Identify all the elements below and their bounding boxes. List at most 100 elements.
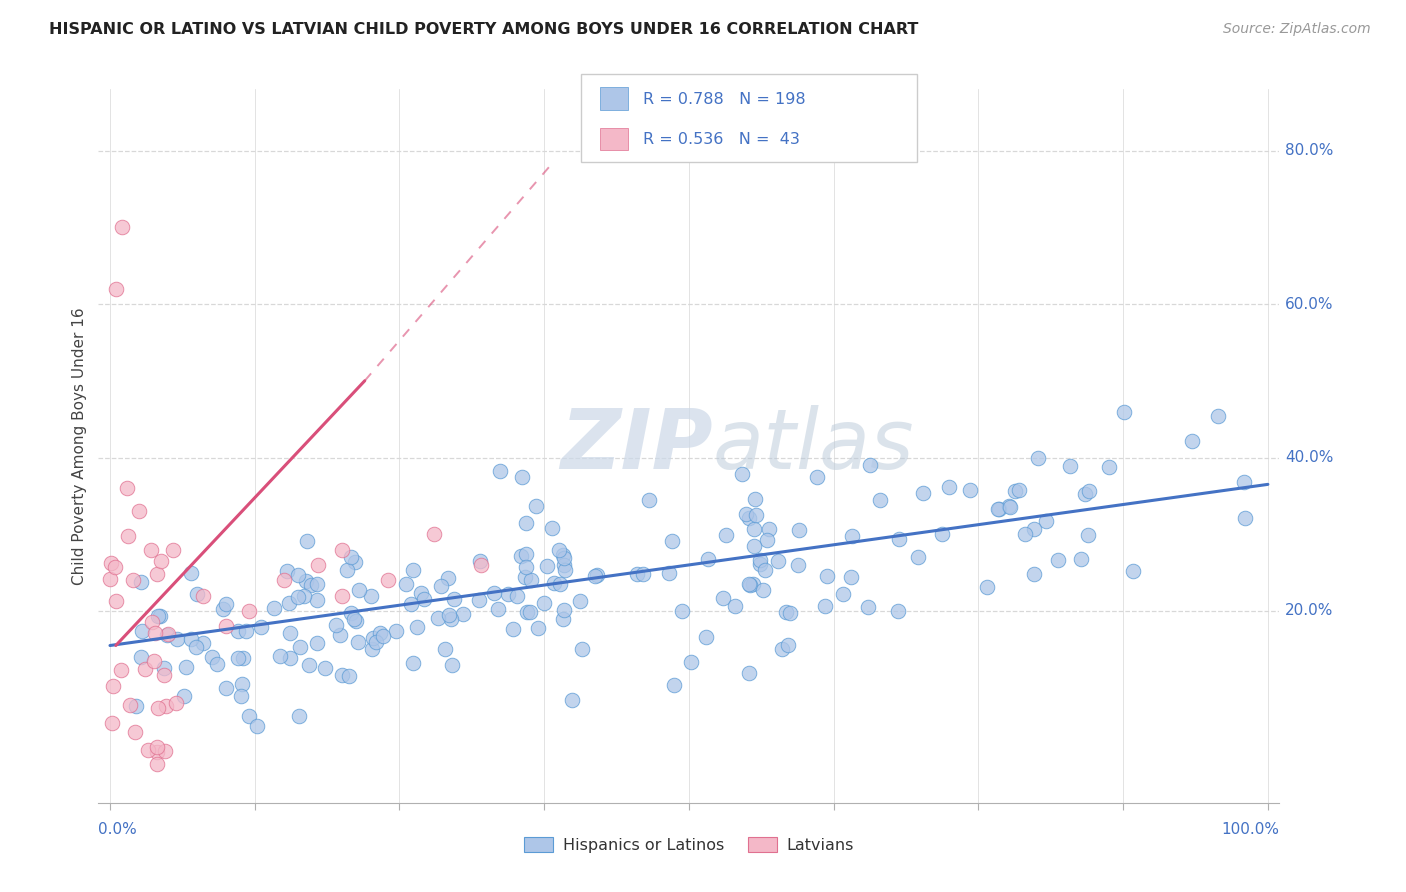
Point (553, 551, 575, 566)
Point (228, 651, 250, 665)
Text: 40.0%: 40.0% (1285, 450, 1334, 465)
Point (152, 667, 174, 681)
Point (886, 603, 908, 617)
Point (173, 689, 195, 703)
Point (585, 568, 607, 582)
Point (394, 576, 416, 591)
Point (330, 542, 353, 557)
Point (361, 642, 384, 657)
Point (1206, 409, 1229, 423)
Point (1078, 483, 1101, 498)
Point (506, 589, 529, 603)
Point (1000, 500, 1022, 514)
Point (325, 618, 347, 632)
Point (437, 571, 460, 585)
Point (344, 614, 367, 628)
Point (998, 500, 1021, 514)
Point (569, 594, 592, 608)
Point (742, 522, 765, 536)
Point (744, 491, 766, 506)
Point (731, 467, 754, 481)
Point (488, 463, 510, 477)
Point (305, 635, 328, 649)
Point (1233, 475, 1256, 490)
Point (519, 606, 541, 620)
Point (294, 590, 316, 604)
Point (742, 576, 765, 591)
Point (336, 563, 359, 577)
Point (976, 580, 998, 594)
Point (548, 542, 571, 557)
Point (349, 583, 371, 598)
Point (360, 589, 382, 603)
Point (180, 632, 202, 646)
Point (695, 630, 717, 644)
Point (238, 708, 260, 723)
Point (551, 612, 574, 626)
Point (139, 542, 162, 557)
Point (443, 591, 465, 606)
Point (98, 572, 121, 586)
Point (486, 602, 509, 616)
Point (340, 606, 363, 620)
Point (626, 567, 648, 582)
Point (288, 709, 311, 723)
Point (841, 529, 863, 543)
Point (515, 560, 537, 574)
Point (561, 693, 583, 707)
Point (399, 597, 422, 611)
Point (516, 605, 538, 619)
Point (343, 555, 366, 569)
Point (278, 650, 301, 665)
Point (131, 649, 153, 664)
Point (738, 666, 761, 681)
Y-axis label: Child Poverty Among Boys Under 16: Child Poverty Among Boys Under 16 (72, 307, 87, 585)
Point (779, 606, 801, 620)
Point (470, 554, 492, 568)
Point (273, 574, 295, 588)
Point (1181, 434, 1204, 448)
Point (186, 587, 208, 601)
Point (269, 648, 291, 663)
Point (583, 569, 606, 583)
Text: R = 0.788   N = 198: R = 0.788 N = 198 (643, 92, 806, 106)
Point (515, 547, 537, 561)
Point (104, 594, 127, 608)
Point (738, 578, 761, 592)
Point (987, 502, 1010, 516)
Point (146, 745, 169, 759)
Text: HISPANIC OR LATINO VS LATVIAN CHILD POVERTY AMONG BOYS UNDER 16 CORRELATION CHAR: HISPANIC OR LATINO VS LATVIAN CHILD POVE… (49, 22, 918, 37)
Point (184, 640, 207, 654)
Point (742, 539, 765, 553)
Point (724, 599, 747, 613)
Point (468, 593, 491, 607)
Point (191, 636, 214, 650)
Point (1070, 552, 1092, 566)
Point (364, 634, 387, 648)
Point (815, 569, 838, 583)
Point (1074, 487, 1097, 501)
Point (752, 582, 775, 597)
Point (191, 589, 214, 603)
Point (510, 549, 533, 564)
Point (550, 576, 572, 591)
Point (748, 553, 770, 567)
Point (276, 565, 298, 579)
Point (1035, 514, 1057, 528)
Point (907, 549, 929, 564)
Point (128, 504, 150, 518)
Point (149, 554, 172, 568)
Point (337, 669, 360, 683)
Point (166, 632, 188, 646)
Point (232, 651, 254, 665)
Point (437, 608, 460, 623)
Point (162, 542, 184, 557)
Point (120, 698, 142, 712)
Point (526, 499, 548, 513)
Point (1004, 483, 1026, 498)
Point (638, 492, 661, 507)
Point (287, 567, 309, 582)
Point (671, 604, 693, 618)
Point (543, 576, 565, 591)
Point (155, 627, 177, 641)
